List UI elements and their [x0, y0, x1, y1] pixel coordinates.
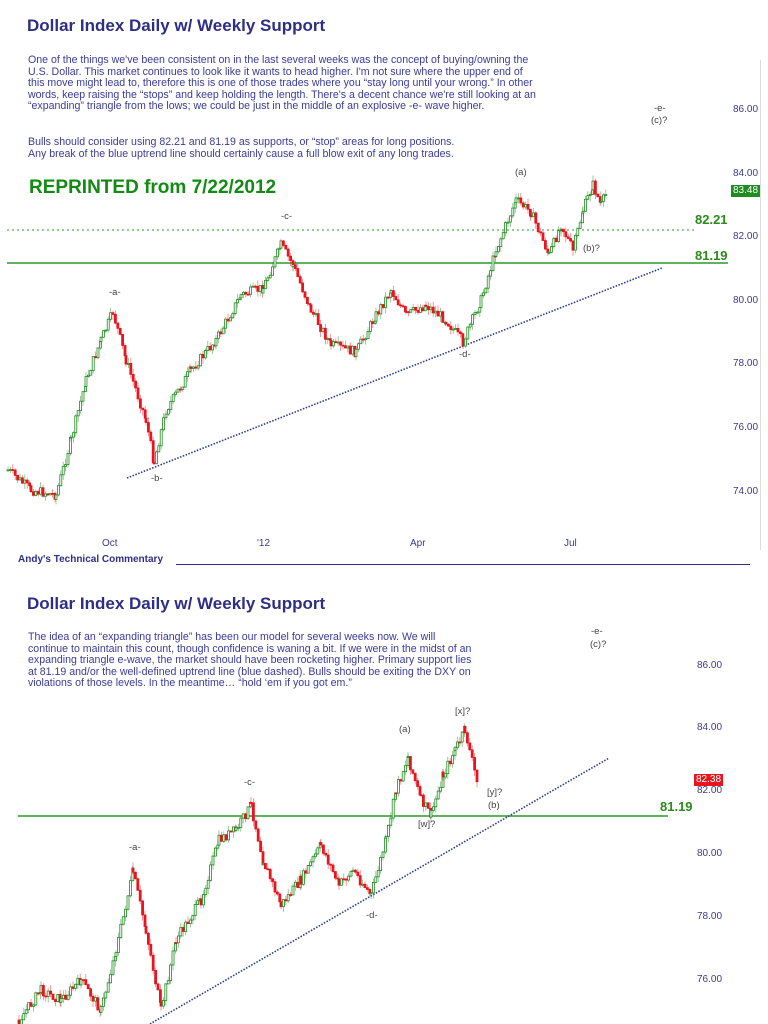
- candles-bottom: [17, 723, 479, 1024]
- last-price-tag: 83.48: [731, 185, 761, 197]
- level-label-81-19: 81.19: [660, 799, 693, 814]
- wave-label-a: -a-: [129, 842, 141, 853]
- wave-label-a-paren: (a): [399, 724, 411, 735]
- x-tick: '12: [257, 538, 271, 549]
- text-line: U.S. Dollar. This market continues to lo…: [28, 65, 523, 78]
- x-tick: Apr: [410, 538, 426, 549]
- wave-label-c-paren: (c)?: [651, 115, 668, 126]
- y-tick: 82.00: [697, 785, 723, 796]
- y-tick: 86.00: [697, 660, 723, 671]
- footer-rule: [176, 564, 750, 565]
- commentary-paragraph-2: Bulls should consider using 82.21 and 81…: [28, 136, 455, 160]
- y-tick: 78.00: [733, 358, 759, 369]
- text-line: One of the things we've been consistent …: [28, 54, 529, 66]
- wave-label-d: -d-: [459, 349, 471, 360]
- y-tick: 84.00: [733, 168, 759, 179]
- chart-title: Dollar Index Daily w/ Weekly Support: [27, 594, 326, 613]
- wave-label-c: -c-: [244, 777, 256, 788]
- wave-label-b: -b-: [151, 473, 163, 484]
- text-line: continue to maintain this count, though …: [28, 642, 472, 655]
- text-line: Any break of the blue uptrend line shoul…: [28, 147, 454, 160]
- y-tick: 80.00: [697, 848, 723, 859]
- reprint-banner: REPRINTED from 7/22/2012: [29, 177, 277, 198]
- wave-label-x: [x]?: [455, 706, 471, 717]
- y-tick: 78.00: [697, 911, 723, 922]
- x-tick: Oct: [102, 538, 118, 549]
- text-line: at 81.19 and/or the well-defined uptrend…: [28, 665, 471, 678]
- commentary-paragraph: The idea of an “expanding triangle” has …: [28, 631, 472, 690]
- wave-label-w: [w]?: [418, 819, 436, 830]
- footer-commentary: Andy's Technical Commentary: [18, 554, 164, 565]
- x-tick: Jul: [564, 538, 577, 549]
- text-line: The idea of an “expanding triangle” has …: [28, 631, 436, 643]
- y-tick: 74.00: [733, 486, 759, 497]
- wave-label-c-paren: (c)?: [590, 639, 607, 650]
- y-tick: 82.00: [733, 231, 759, 242]
- wave-label-a: -a-: [109, 287, 121, 298]
- y-tick: 80.00: [733, 295, 759, 306]
- wave-label-b-paren: (b)?: [583, 243, 600, 254]
- candles-top: [6, 175, 608, 505]
- y-tick: 76.00: [733, 422, 759, 433]
- wave-label-a-paren: (a): [515, 167, 527, 178]
- y-tick: 84.00: [697, 722, 723, 733]
- text-line: expanding triangle e-wave, the market sh…: [28, 654, 472, 667]
- wave-label-e: -e-: [654, 103, 666, 114]
- text-line: words, keep raising the “stops” and keep…: [28, 88, 536, 101]
- uptrend-line: [149, 757, 610, 1024]
- y-tick: 76.00: [697, 974, 723, 985]
- wave-label-b-paren: (b): [488, 800, 500, 811]
- level-label-81-19: 81.19: [695, 248, 728, 263]
- last-price-tag: 82.38: [694, 774, 724, 786]
- wave-label-c: -c-: [281, 211, 293, 222]
- text-line: violations of those levels. In the meant…: [28, 677, 352, 690]
- chart-title: Dollar Index Daily w/ Weekly Support: [27, 16, 326, 35]
- text-line: this move might lead to, therefore this …: [28, 77, 533, 90]
- wave-label-y: [y]?: [487, 787, 503, 798]
- wave-label-e: -e-: [591, 626, 603, 637]
- text-line: “expanding” triangle from the lows; we c…: [28, 100, 485, 113]
- text-line: Bulls should consider using 82.21 and 81…: [28, 136, 455, 148]
- wave-label-d: -d-: [366, 910, 378, 921]
- level-label-82-21: 82.21: [695, 212, 728, 227]
- commentary-paragraph-1: One of the things we've been consistent …: [28, 54, 536, 113]
- chart-border: [760, 60, 761, 550]
- y-tick: 86.00: [733, 104, 759, 115]
